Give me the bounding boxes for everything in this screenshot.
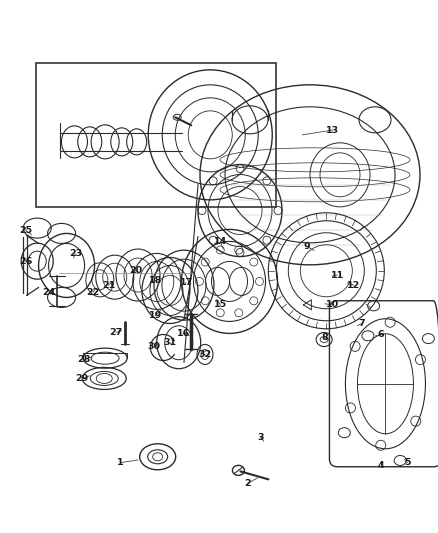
Text: 26: 26 bbox=[19, 257, 32, 265]
Text: 1: 1 bbox=[117, 458, 124, 467]
Text: 17: 17 bbox=[180, 278, 193, 287]
Text: 8: 8 bbox=[321, 334, 328, 342]
Text: 32: 32 bbox=[198, 351, 212, 359]
Text: 19: 19 bbox=[149, 311, 162, 320]
Text: 22: 22 bbox=[86, 288, 99, 296]
Text: 30: 30 bbox=[148, 342, 161, 351]
Text: 7: 7 bbox=[358, 319, 365, 328]
Text: 9: 9 bbox=[303, 242, 310, 251]
Text: 20: 20 bbox=[129, 266, 142, 275]
Text: 27: 27 bbox=[110, 328, 123, 337]
Text: 31: 31 bbox=[163, 338, 177, 347]
Text: 15: 15 bbox=[214, 301, 227, 309]
Text: 14: 14 bbox=[214, 238, 227, 246]
Text: 6: 6 bbox=[378, 330, 385, 339]
Text: 21: 21 bbox=[102, 281, 115, 289]
Text: 16: 16 bbox=[177, 329, 190, 337]
Text: 24: 24 bbox=[42, 288, 56, 296]
Text: 11: 11 bbox=[331, 271, 344, 279]
Text: 4: 4 bbox=[378, 461, 385, 470]
Text: 25: 25 bbox=[19, 226, 32, 235]
Text: 5: 5 bbox=[404, 458, 410, 467]
Text: 13: 13 bbox=[326, 126, 339, 134]
Text: 12: 12 bbox=[347, 281, 360, 289]
Text: 3: 3 bbox=[258, 433, 264, 441]
Text: 2: 2 bbox=[244, 479, 251, 488]
Bar bbox=[36, 63, 276, 207]
Text: 29: 29 bbox=[76, 374, 89, 383]
Text: 10: 10 bbox=[326, 301, 339, 309]
Text: 28: 28 bbox=[78, 355, 91, 364]
Text: 23: 23 bbox=[69, 249, 82, 258]
Text: 18: 18 bbox=[149, 276, 162, 285]
